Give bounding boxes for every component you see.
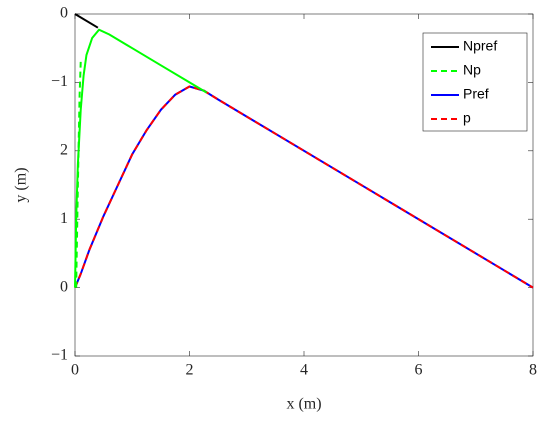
x-tick-label: 6 <box>415 362 423 379</box>
line-series <box>74 13 99 29</box>
y-tick-label: 0 <box>60 278 68 295</box>
y-tick-label: 0 <box>60 5 68 22</box>
legend-box <box>422 32 528 132</box>
y-tick-label: 1 <box>60 210 68 227</box>
x-tick-label: 0 <box>71 362 79 379</box>
x-axis-label: x (m) <box>286 396 321 413</box>
x-tick-label: 2 <box>186 362 194 379</box>
legend-label: p <box>463 110 471 126</box>
x-tick-label: 4 <box>300 362 308 379</box>
y-axis-label: y (m) <box>13 167 30 202</box>
y-tick-label: −1 <box>51 73 68 90</box>
legend-label: Np <box>463 62 481 78</box>
line-series <box>75 61 82 288</box>
y-tick-label: 2 <box>60 141 68 158</box>
legend-label: Npref <box>463 38 497 54</box>
y-tick-label: −1 <box>51 347 68 364</box>
legend-label: Pref <box>463 86 489 102</box>
x-tick-label: 8 <box>529 362 537 379</box>
